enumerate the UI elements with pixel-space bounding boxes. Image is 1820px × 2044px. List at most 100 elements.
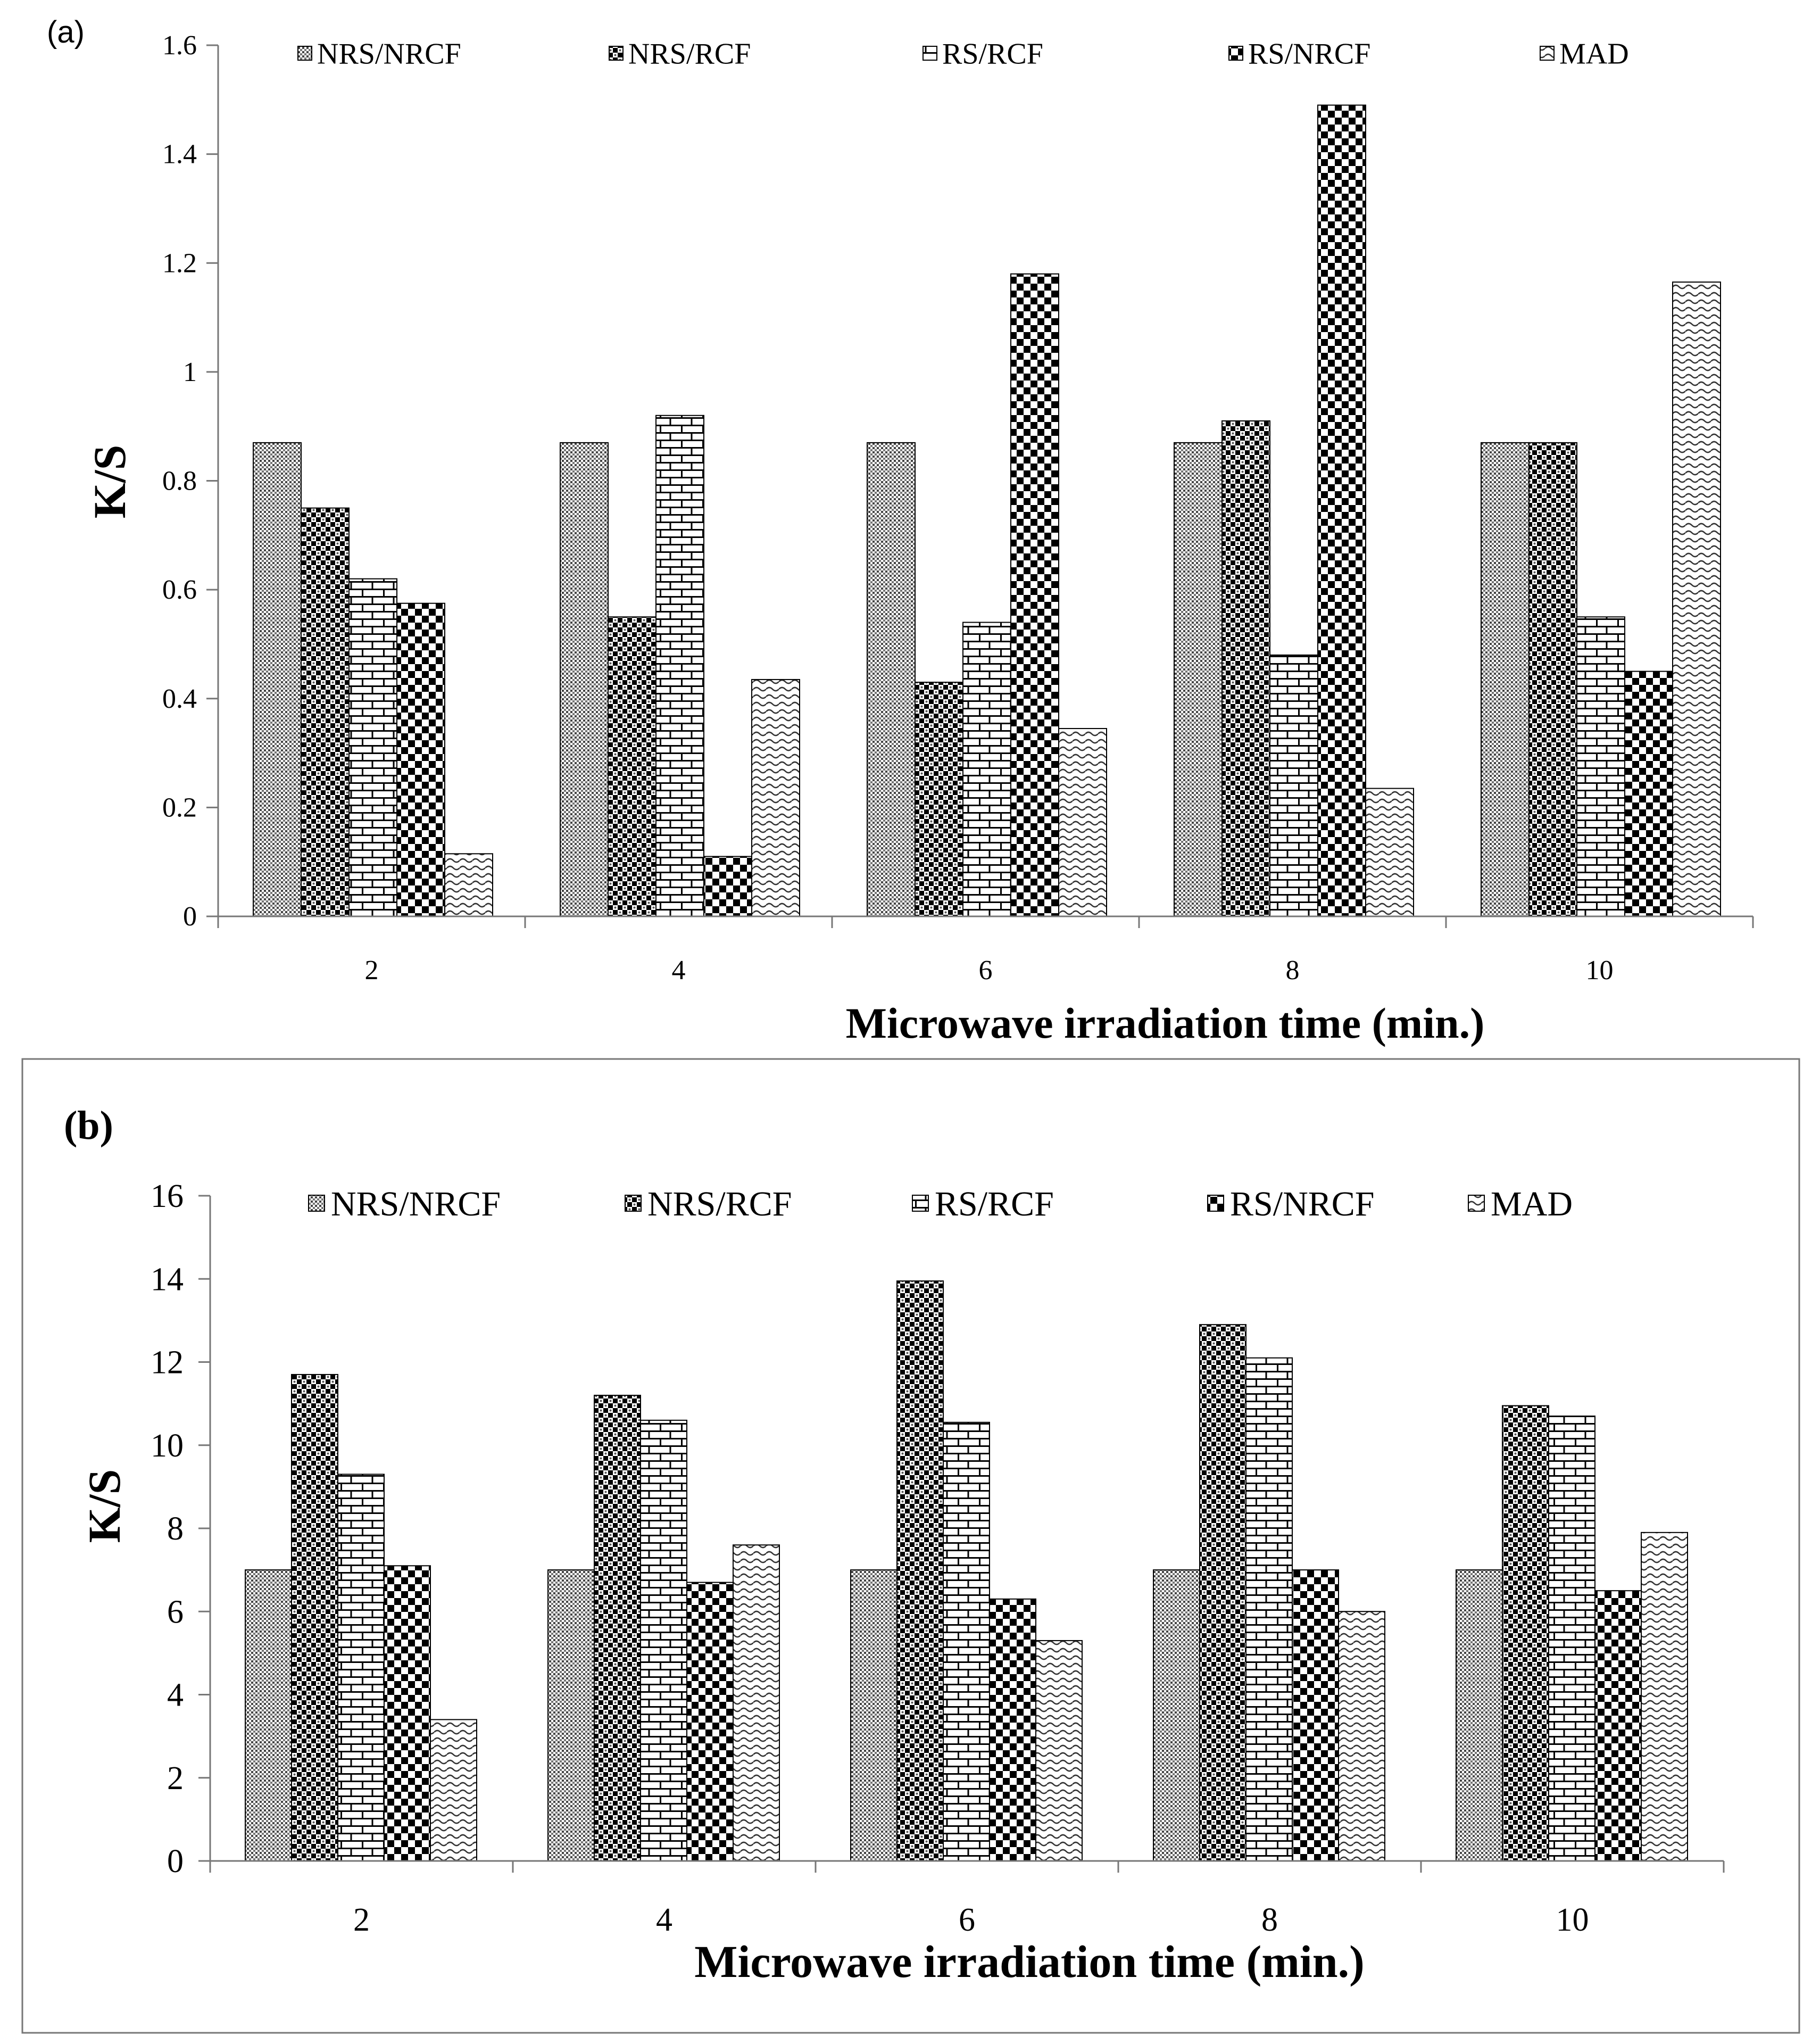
bar-b-nrs-nrcf-2 <box>245 1569 292 1861</box>
legend-label-b-nrs-rcf: NRS/RCF <box>647 1185 792 1223</box>
bar-b-rs-nrcf-4 <box>686 1582 734 1861</box>
x-tick-label-a-8: 8 <box>1286 955 1300 986</box>
bar-a-rs-nrcf-6 <box>1010 273 1059 917</box>
legend-swatch-b-nrs-nrcf <box>308 1195 325 1212</box>
bar-b-rs-nrcf-10 <box>1594 1590 1642 1861</box>
y-tick-label-a-2: 0.4 <box>162 684 197 714</box>
legend-swatch-a-nrs-rcf <box>609 46 624 61</box>
bar-a-nrs-nrcf-2 <box>253 442 302 917</box>
bar-b-mad-4 <box>733 1544 780 1861</box>
bar-a-nrs-nrcf-4 <box>560 442 609 917</box>
bar-a-rs-rcf-8 <box>1269 654 1318 917</box>
legend-swatch-b-rs-rcf <box>912 1195 929 1212</box>
y-tick-label-b-6: 12 <box>151 1345 184 1381</box>
panel-b-label: (b) <box>64 1103 113 1148</box>
bar-b-rs-nrcf-6 <box>989 1598 1036 1861</box>
legend-label-b-rs-rcf: RS/RCF <box>935 1185 1054 1223</box>
y-tick-label-a-6: 1.2 <box>162 248 197 278</box>
bar-a-nrs-rcf-2 <box>301 507 350 917</box>
bar-b-nrs-rcf-2 <box>291 1373 338 1861</box>
legend-swatch-b-rs-nrcf <box>1207 1195 1224 1212</box>
legend-label-a-nrs-nrcf: NRS/NRCF <box>317 38 461 71</box>
bar-b-nrs-nrcf-6 <box>850 1569 897 1861</box>
bar-b-mad-10 <box>1641 1532 1688 1861</box>
bar-b-nrs-rcf-10 <box>1502 1405 1549 1861</box>
bar-a-nrs-rcf-8 <box>1221 420 1270 917</box>
bar-a-nrs-rcf-4 <box>608 616 656 917</box>
legend-swatch-b-nrs-rcf <box>625 1195 642 1212</box>
legend-label-a-nrs-rcf: NRS/RCF <box>628 38 751 71</box>
chart-b-ylabel: K/S <box>79 1469 130 1543</box>
bar-a-rs-rcf-6 <box>962 622 1011 917</box>
bar-b-nrs-rcf-8 <box>1199 1324 1246 1861</box>
legend-swatch-a-rs-nrcf <box>1228 46 1243 61</box>
bar-a-rs-rcf-4 <box>655 415 704 917</box>
bar-a-mad-8 <box>1365 788 1414 917</box>
x-tick-label-b-6: 6 <box>959 1902 975 1938</box>
legend-label-a-mad: MAD <box>1559 38 1629 71</box>
legend-label-a-rs-rcf: RS/RCF <box>942 38 1043 71</box>
bar-a-nrs-nrcf-10 <box>1481 442 1530 917</box>
y-tick-label-b-5: 10 <box>151 1428 184 1464</box>
y-tick-label-b-0: 0 <box>167 1843 184 1880</box>
panel-a-label: (a) <box>47 15 85 49</box>
bar-b-nrs-nrcf-4 <box>547 1569 595 1861</box>
legend-swatch-a-rs-rcf <box>923 46 937 61</box>
y-tick-label-a-3: 0.6 <box>162 575 197 605</box>
bar-a-nrs-nrcf-8 <box>1174 442 1223 917</box>
legend-swatch-b-mad <box>1468 1195 1485 1212</box>
y-tick-label-a-1: 0.2 <box>162 792 197 823</box>
legend-swatch-a-mad <box>1540 46 1555 61</box>
chart-a-ylabel: K/S <box>84 445 135 519</box>
legend-label-b-nrs-nrcf: NRS/NRCF <box>331 1185 501 1223</box>
legend-swatch-a-nrs-nrcf <box>297 46 312 61</box>
bar-b-nrs-nrcf-10 <box>1456 1569 1503 1861</box>
bar-a-mad-10 <box>1672 282 1721 917</box>
legend-label-b-rs-nrcf: RS/NRCF <box>1230 1185 1374 1223</box>
bar-a-rs-rcf-2 <box>348 578 397 917</box>
bar-a-mad-4 <box>751 678 800 917</box>
bar-a-rs-rcf-10 <box>1576 616 1625 917</box>
y-tick-label-a-4: 0.8 <box>162 466 197 496</box>
bar-b-nrs-nrcf-8 <box>1153 1569 1200 1861</box>
y-tick-label-b-8: 16 <box>151 1178 184 1214</box>
legend-label-b-mad: MAD <box>1491 1185 1573 1223</box>
bar-b-mad-2 <box>430 1719 477 1861</box>
bar-a-nrs-rcf-6 <box>915 682 963 917</box>
bar-a-mad-2 <box>444 853 493 917</box>
y-tick-label-a-7: 1.4 <box>162 139 197 170</box>
bar-b-rs-rcf-4 <box>640 1419 687 1861</box>
bar-b-rs-rcf-2 <box>337 1474 385 1861</box>
bar-b-rs-nrcf-8 <box>1292 1569 1339 1861</box>
y-tick-label-b-4: 8 <box>167 1511 184 1547</box>
bar-a-mad-6 <box>1058 728 1107 917</box>
x-tick-label-a-4: 4 <box>672 955 686 986</box>
panel-b-frame <box>21 1058 1800 2034</box>
x-tick-label-a-2: 2 <box>365 955 379 986</box>
y-tick-label-a-5: 1 <box>183 357 197 387</box>
bar-b-mad-8 <box>1338 1611 1385 1861</box>
bar-a-rs-nrcf-2 <box>396 602 445 917</box>
bar-b-nrs-rcf-6 <box>896 1280 944 1861</box>
bar-b-rs-rcf-10 <box>1548 1416 1595 1861</box>
bar-b-rs-rcf-6 <box>943 1421 990 1861</box>
bar-b-nrs-rcf-4 <box>594 1395 641 1861</box>
bar-a-nrs-rcf-10 <box>1528 442 1577 917</box>
chart-b-xlabel: Microwave irradiation time (min.) <box>694 1936 1364 1987</box>
chart-b: 0 2 4 6 8 10 12 14 16 2 4 6 8 10 NRS/NRCF NRS/RCF RS/RCF… <box>151 1178 1725 1938</box>
y-tick-label-b-7: 14 <box>151 1261 184 1297</box>
chart-a-xlabel: Microwave irradiation time (min.) <box>846 999 1485 1047</box>
x-tick-label-b-10: 10 <box>1556 1902 1589 1938</box>
bar-b-mad-6 <box>1035 1640 1083 1861</box>
y-tick-label-b-1: 2 <box>167 1760 184 1797</box>
y-tick-label-a-8: 1.6 <box>162 30 197 61</box>
x-tick-label-b-4: 4 <box>656 1902 672 1938</box>
bar-a-nrs-nrcf-6 <box>867 442 916 917</box>
bar-a-rs-nrcf-8 <box>1317 104 1366 917</box>
bar-a-rs-nrcf-4 <box>703 856 752 917</box>
x-tick-label-a-10: 10 <box>1586 955 1614 986</box>
legend-label-a-rs-nrcf: RS/NRCF <box>1248 38 1370 71</box>
x-tick-label-b-2: 2 <box>353 1902 370 1938</box>
bar-a-rs-nrcf-10 <box>1624 671 1673 917</box>
